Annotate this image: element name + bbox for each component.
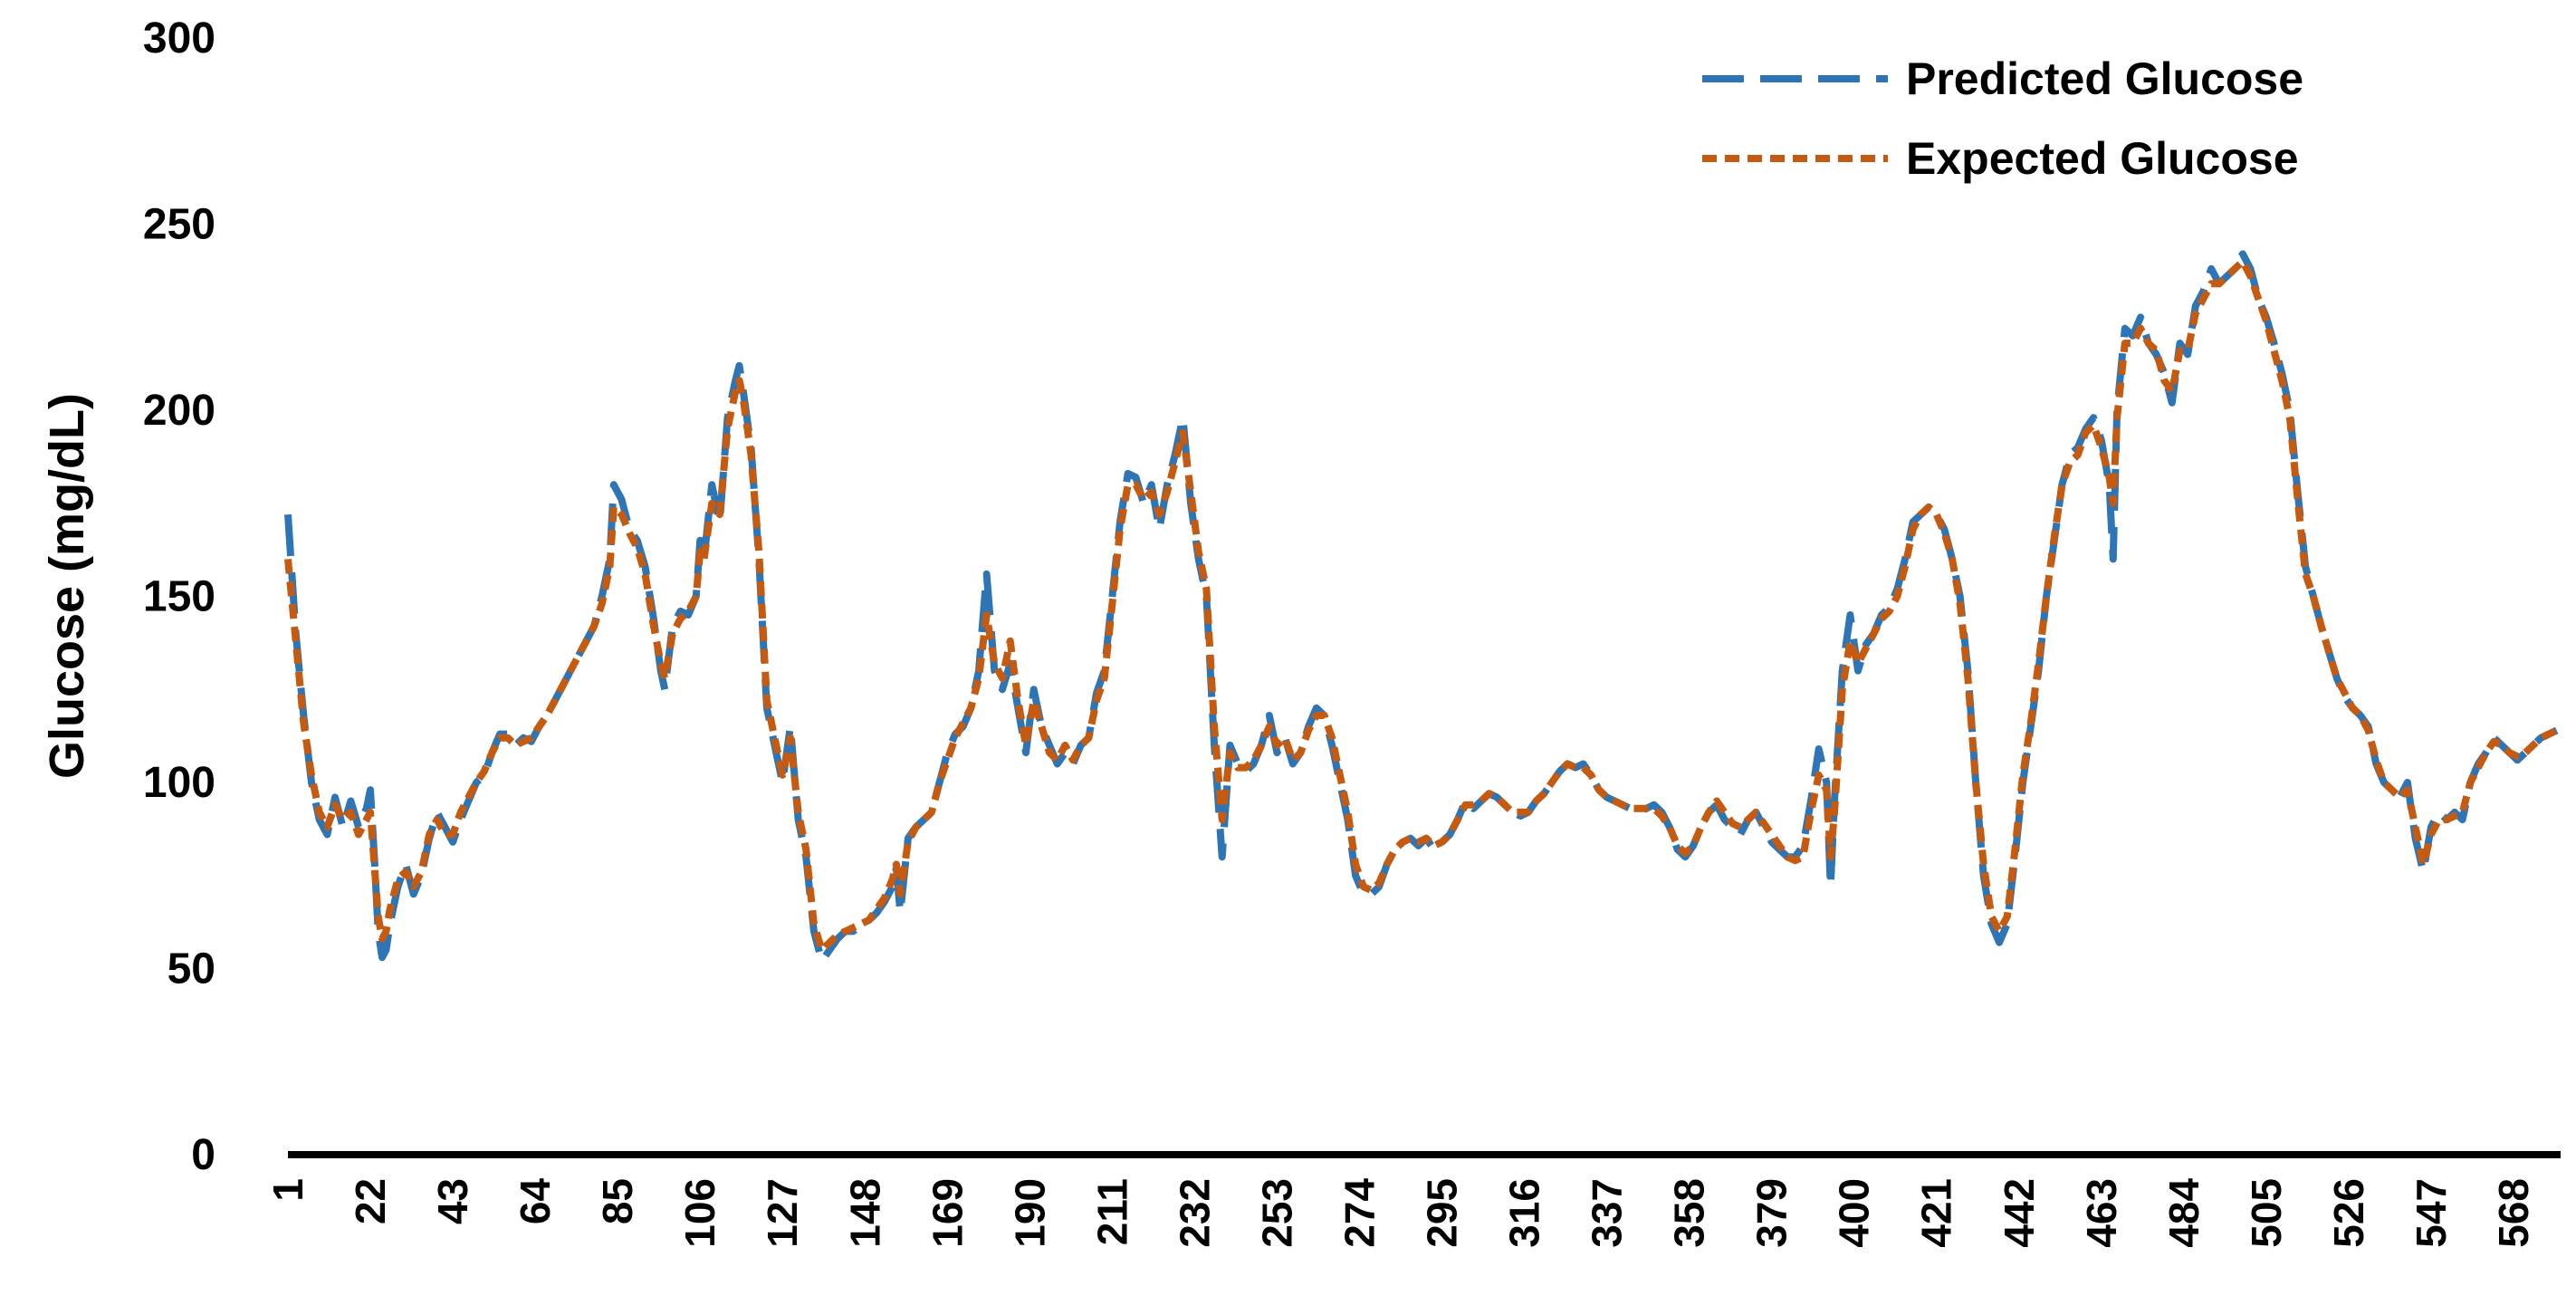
x-tick-label: 211 <box>1088 1178 1135 1245</box>
y-tick-label: 250 <box>143 201 215 249</box>
x-tick-label: 190 <box>1006 1178 1053 1248</box>
x-tick-label: 316 <box>1501 1178 1548 1248</box>
x-tick-label: 1 <box>264 1178 311 1202</box>
series-line-predicted <box>284 250 2559 965</box>
x-tick-label: 43 <box>429 1178 476 1224</box>
x-axis-ticks: 1 22 43 64 85 106 127 148 169 190 211 232 253 274 295 3… <box>264 1178 2537 1248</box>
y-tick-label: 150 <box>143 573 215 621</box>
x-tick-label: 400 <box>1831 1178 1878 1248</box>
y-tick-label: 200 <box>143 387 215 435</box>
y-tick-label: 300 <box>143 14 215 62</box>
x-tick-label: 484 <box>2160 1178 2207 1248</box>
x-tick-label: 85 <box>594 1178 641 1224</box>
x-tick-label: 442 <box>1996 1178 2043 1248</box>
x-tick-label: 295 <box>1419 1178 1466 1248</box>
legend-label-expected: Expected Glucose <box>1906 133 2299 184</box>
x-tick-label: 358 <box>1666 1178 1713 1248</box>
y-tick-label: 100 <box>143 759 215 807</box>
x-tick-label: 463 <box>2078 1178 2125 1248</box>
x-tick-label: 169 <box>924 1178 971 1248</box>
series-line-expected <box>284 257 2559 954</box>
x-tick-label: 421 <box>1913 1178 1960 1248</box>
x-tick-label: 274 <box>1336 1178 1383 1248</box>
y-tick-label: 0 <box>191 1131 215 1179</box>
x-tick-label: 232 <box>1171 1178 1218 1248</box>
x-tick-label: 526 <box>2325 1178 2372 1248</box>
y-axis-ticks: 0 50 100 150 200 250 300 <box>143 14 215 1179</box>
legend-label-predicted: Predicted Glucose <box>1906 53 2303 104</box>
x-tick-label: 22 <box>347 1178 394 1224</box>
series-layer <box>284 250 2559 965</box>
x-tick-label: 106 <box>676 1178 723 1248</box>
legend: Predicted Glucose Expected Glucose <box>1702 53 2303 184</box>
x-tick-label: 148 <box>841 1178 888 1248</box>
x-tick-label: 568 <box>2490 1178 2537 1248</box>
x-tick-label: 127 <box>759 1178 806 1248</box>
x-tick-label: 379 <box>1748 1178 1796 1248</box>
y-tick-label: 50 <box>168 945 215 993</box>
x-tick-label: 547 <box>2408 1178 2455 1248</box>
x-tick-label: 337 <box>1584 1178 1631 1248</box>
x-tick-label: 64 <box>512 1178 559 1225</box>
x-tick-label: 505 <box>2243 1178 2290 1248</box>
x-tick-label: 253 <box>1253 1178 1300 1248</box>
y-axis-label: Glucose (mg/dL) <box>40 393 94 779</box>
